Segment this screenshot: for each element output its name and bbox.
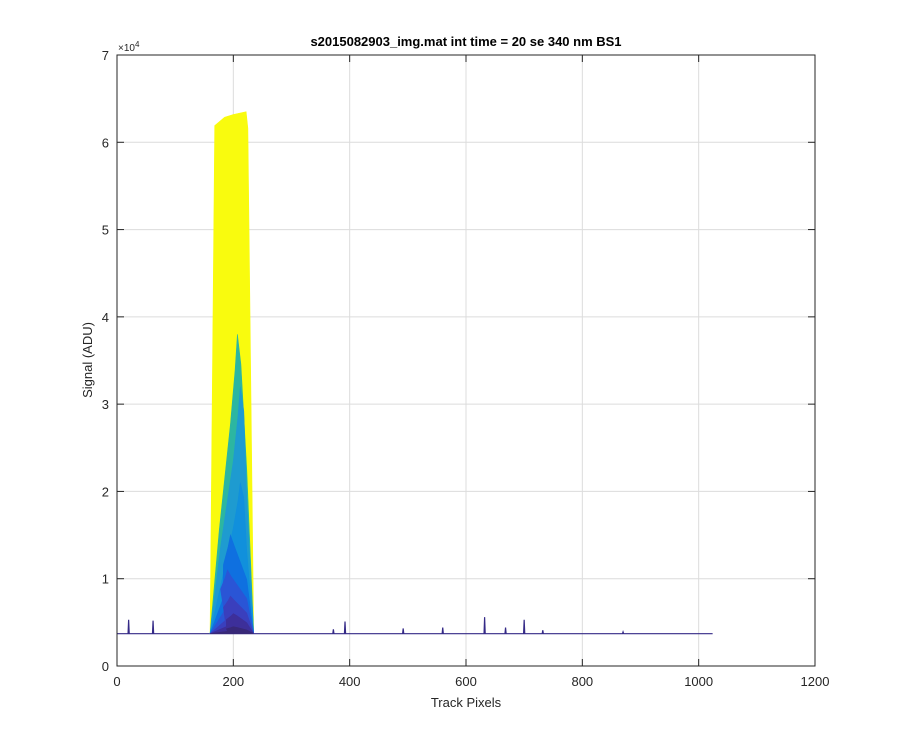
y-tick-label: 6 <box>102 135 109 150</box>
area-series <box>210 626 254 635</box>
x-tick-label: 600 <box>455 674 477 689</box>
y-tick-label: 5 <box>102 223 109 238</box>
x-tick-label: 1200 <box>801 674 830 689</box>
y-tick-label: 2 <box>102 484 109 499</box>
y-tick-label: 1 <box>102 572 109 587</box>
y-multiplier-base: ×10 <box>118 43 135 54</box>
y-tick-label: 4 <box>102 310 109 325</box>
y-axis-label: Signal (ADU) <box>80 322 95 398</box>
x-tick-label: 0 <box>113 674 120 689</box>
chart-title: s2015082903_img.mat int time = 20 se 340… <box>310 34 621 49</box>
y-tick-label: 3 <box>102 397 109 412</box>
x-tick-label: 400 <box>339 674 361 689</box>
y-multiplier: ×104 <box>118 40 140 54</box>
x-tick-label: 200 <box>222 674 244 689</box>
data-areas <box>117 111 713 635</box>
axis-ticks: 0 200 400 600 800 1000 1200 0 1 2 3 4 5 6 7 <box>102 48 830 689</box>
x-axis-label: Track Pixels <box>431 695 502 710</box>
y-tick-label: 0 <box>102 659 109 674</box>
y-multiplier-exponent: 4 <box>135 40 140 49</box>
x-tick-label: 800 <box>571 674 593 689</box>
baseline-series <box>117 617 713 635</box>
x-tick-label: 1000 <box>684 674 713 689</box>
y-tick-label: 7 <box>102 48 109 63</box>
